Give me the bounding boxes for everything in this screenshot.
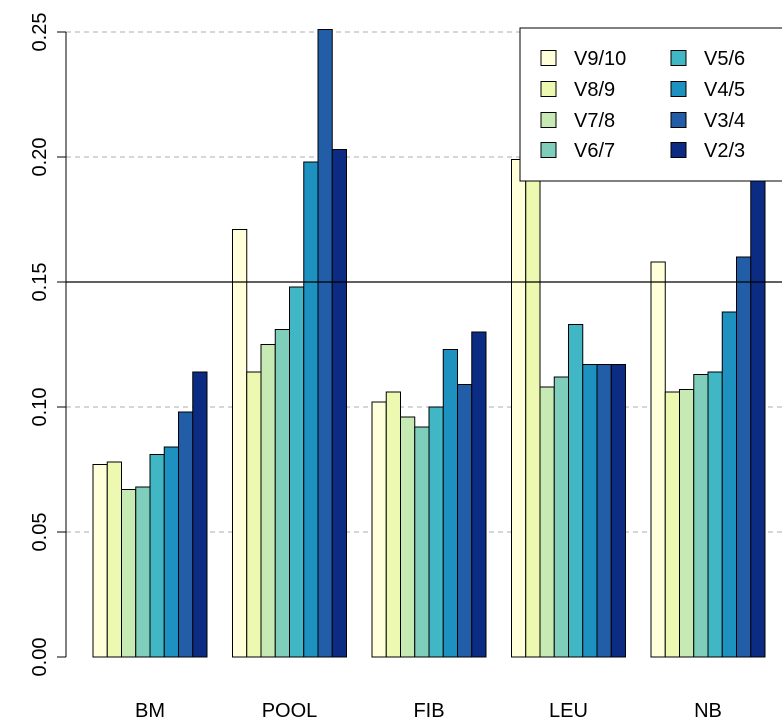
legend-label: V7/8 [574,110,615,132]
bar-fib-5 [442,349,458,658]
bar-nb-5 [721,311,737,658]
bar-bm-2 [121,489,137,658]
bar-fib-2 [400,416,416,658]
bar-fib-0 [371,401,387,658]
legend-swatch [540,50,557,66]
bar-pool-0 [232,229,248,658]
y-tick-label: 0.10 [29,388,51,427]
legend-label: V6/7 [574,140,615,162]
bar-bm-3 [135,486,151,658]
legend-swatch [540,81,557,97]
x-tick-label: POOL [262,700,318,722]
bar-leu-5 [582,364,598,658]
legend-label: V2/3 [704,140,745,162]
legend-label: V9/10 [574,48,626,70]
legend-swatch [670,81,687,97]
legend-label: V8/9 [574,79,615,101]
y-tick-label: 0.15 [29,263,51,302]
legend-label: V4/5 [704,79,745,101]
bar-bm-5 [163,446,179,658]
legend-swatch [540,112,557,128]
x-tick-label: FIB [413,700,444,722]
bar-pool-2 [260,344,276,658]
bar-bm-4 [149,454,165,658]
bar-nb-7 [750,156,766,658]
y-tick-label: 0.00 [29,638,51,677]
bar-bm-0 [92,464,108,658]
bar-nb-4 [707,371,723,658]
bar-nb-3 [693,374,709,658]
bar-pool-4 [289,286,305,658]
bar-pool-3 [274,329,290,658]
legend-label: V5/6 [704,48,745,70]
bar-pool-5 [303,161,319,658]
bar-leu-4 [568,324,584,658]
legend-label: V3/4 [704,110,745,132]
bar-leu-2 [539,386,555,658]
legend: V9/10 V8/9 V7/8 V6/7 V5/6 V4/5 V3/4 V2/3 [519,27,782,182]
bar-nb-2 [679,389,695,658]
bar-fib-4 [428,406,444,658]
x-tick-label: NB [694,700,722,722]
bar-fib-3 [414,426,430,658]
legend-swatch [540,142,557,158]
bar-leu-0 [511,159,527,658]
bar-leu-3 [553,376,569,658]
legend-swatch [670,142,687,158]
y-tick-label: 0.20 [29,138,51,177]
y-axis: 0.00 0.05 0.10 0.15 0.20 0.25 [29,13,67,677]
bar-nb-0 [650,261,666,658]
bar-leu-7 [610,364,626,658]
bar-nb-6 [736,256,752,658]
bar-pool-7 [331,149,347,658]
bars [92,29,766,658]
bar-leu-6 [596,364,612,658]
bar-fib-7 [471,331,487,658]
bar-fib-6 [457,384,473,658]
bar-bm-7 [192,371,208,658]
x-tick-label: LEU [549,700,588,722]
x-tick-label: BM [135,700,165,722]
bar-leu-1 [525,176,541,658]
legend-swatch [670,50,687,66]
bar-pool-1 [246,371,262,658]
y-tick-label: 0.25 [29,13,51,52]
x-axis-labels: BM POOL FIB LEU NB [135,700,722,722]
legend-box [519,27,782,182]
bar-fib-1 [385,391,401,658]
bar-nb-1 [664,391,680,658]
y-tick-label: 0.05 [29,513,51,552]
bar-pool-6 [317,29,333,658]
legend-swatch [670,112,687,128]
bar-bm-1 [106,461,122,658]
bar-bm-6 [178,411,194,658]
